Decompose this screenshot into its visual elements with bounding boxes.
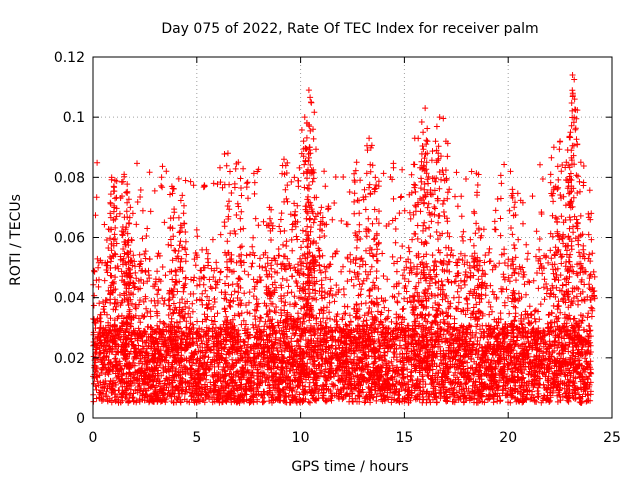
data-point bbox=[121, 171, 128, 178]
data-point bbox=[303, 120, 310, 127]
data-spike bbox=[547, 154, 561, 325]
x-tick-label: 15 bbox=[395, 430, 413, 446]
data-point bbox=[301, 114, 308, 121]
data-spike bbox=[408, 135, 422, 322]
data-point bbox=[424, 150, 431, 157]
data-point bbox=[567, 129, 574, 136]
data-point bbox=[577, 159, 584, 166]
data-spike bbox=[350, 167, 364, 322]
data-point bbox=[557, 138, 564, 145]
x-tick-label: 0 bbox=[89, 430, 98, 446]
data-spike bbox=[263, 215, 276, 323]
data-point bbox=[436, 114, 443, 121]
data-point bbox=[432, 138, 439, 145]
x-tick-label: 5 bbox=[192, 430, 201, 446]
data-spike bbox=[231, 160, 245, 328]
data-spike bbox=[123, 208, 137, 328]
data-spike bbox=[420, 151, 434, 331]
data-point bbox=[179, 192, 186, 199]
x-tick-label: 25 bbox=[603, 430, 621, 446]
x-tick-label: 20 bbox=[499, 430, 517, 446]
y-tick-label: 0.1 bbox=[63, 110, 85, 126]
data-point bbox=[550, 144, 557, 151]
data-point bbox=[280, 156, 287, 163]
data-point bbox=[110, 183, 117, 190]
x-axis-label: GPS time / hours bbox=[291, 459, 408, 475]
data-point bbox=[372, 174, 379, 181]
axis-ticks: 0 5 10 15 20 25 0 0.02 0.04 0.06 0.08 0.1 0.12 bbox=[54, 50, 621, 446]
data-point bbox=[108, 174, 115, 181]
data-point bbox=[310, 126, 317, 133]
data-point bbox=[123, 189, 130, 196]
data-spike bbox=[368, 178, 382, 326]
data-point bbox=[168, 183, 175, 190]
data-spike bbox=[277, 159, 291, 325]
data-point bbox=[442, 138, 449, 145]
data-point bbox=[422, 105, 429, 112]
data-point bbox=[411, 135, 418, 142]
data-points bbox=[90, 72, 598, 406]
data-spike bbox=[585, 210, 598, 320]
y-tick-label: 0 bbox=[76, 411, 85, 427]
y-tick-label: 0.08 bbox=[54, 170, 85, 186]
data-point bbox=[127, 204, 134, 211]
x-tick-label: 10 bbox=[292, 430, 310, 446]
data-spike bbox=[221, 151, 235, 331]
data-point bbox=[305, 87, 312, 94]
data-spike bbox=[417, 137, 430, 322]
data-point bbox=[235, 159, 242, 166]
data-spike bbox=[574, 178, 588, 329]
y-tick-label: 0.12 bbox=[54, 50, 85, 66]
data-point-cloud bbox=[90, 159, 595, 406]
data-spike bbox=[175, 197, 189, 325]
data-point bbox=[266, 204, 273, 211]
data-spike bbox=[314, 209, 328, 329]
data-point bbox=[318, 204, 325, 211]
data-point bbox=[569, 72, 576, 79]
chart-title: Day 075 of 2022, Rate Of TEC Index for r… bbox=[161, 21, 538, 37]
data-spike bbox=[107, 184, 120, 330]
data-point bbox=[291, 174, 298, 181]
data-spike bbox=[165, 185, 179, 331]
data-point bbox=[420, 129, 427, 136]
data-point bbox=[224, 150, 231, 157]
data-spike bbox=[439, 140, 453, 328]
y-tick-label: 0.06 bbox=[54, 231, 85, 247]
y-tick-label: 0.04 bbox=[54, 291, 85, 307]
data-point bbox=[366, 135, 373, 142]
data-point bbox=[353, 159, 360, 166]
data-spike bbox=[287, 178, 301, 330]
data-point bbox=[509, 186, 516, 193]
data-point bbox=[588, 210, 595, 217]
data-point bbox=[563, 159, 570, 166]
data-point bbox=[307, 99, 314, 106]
data-spike bbox=[566, 76, 579, 309]
data-spike bbox=[506, 190, 519, 330]
data-spike bbox=[306, 127, 320, 321]
data-spike bbox=[362, 142, 376, 320]
y-axis-label: ROTI / TECUs bbox=[8, 194, 24, 286]
y-tick-label: 0.02 bbox=[54, 351, 85, 367]
data-point bbox=[474, 189, 481, 196]
data-point bbox=[571, 96, 578, 103]
data-spike bbox=[568, 100, 581, 301]
